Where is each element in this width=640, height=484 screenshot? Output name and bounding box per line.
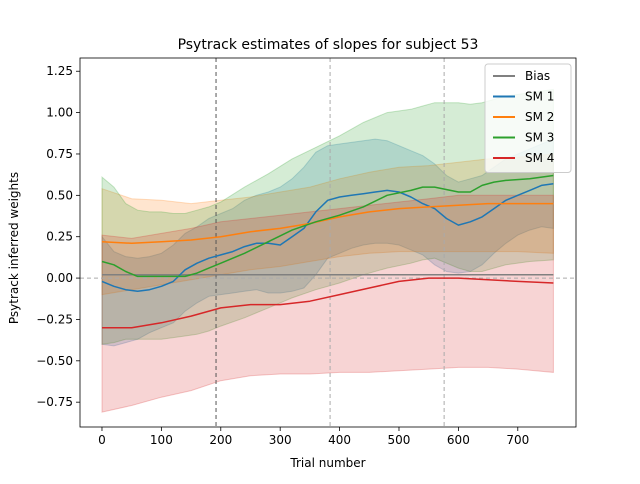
series-line-3 bbox=[101, 174, 554, 278]
legend-label-3: SM 3 bbox=[525, 131, 554, 145]
legend-box bbox=[484, 63, 572, 173]
legend-label-0: Bias bbox=[525, 69, 550, 83]
series-line-1 bbox=[101, 183, 554, 293]
x-axis-label: Trial number bbox=[289, 456, 365, 470]
legend: Bias SM 1 SM 2 SM 3 SM 4 bbox=[484, 63, 572, 173]
series-line-4 bbox=[102, 277, 554, 329]
legend-label-1: SM 1 bbox=[525, 90, 554, 104]
y-tick-label-4: 0.25 bbox=[46, 230, 73, 244]
y-tick-label-1: −0.50 bbox=[36, 354, 73, 368]
legend-label-2: SM 2 bbox=[525, 110, 554, 124]
x-tick-label-700: 700 bbox=[506, 433, 529, 447]
x-tick-label-100: 100 bbox=[150, 433, 173, 447]
series-lines bbox=[101, 174, 554, 329]
band-2 bbox=[101, 153, 554, 296]
reference-lines bbox=[80, 58, 576, 427]
y-tick-label-3: 0.00 bbox=[46, 271, 73, 285]
y-axis-label: Psytrack inferred weights bbox=[7, 172, 21, 324]
confidence-bands bbox=[101, 88, 554, 413]
y-tick-label-0: −0.75 bbox=[36, 395, 73, 409]
x-tick-label-400: 400 bbox=[328, 433, 351, 447]
y-tick-label-5: 0.50 bbox=[46, 188, 73, 202]
y-tick-label-2: −0.25 bbox=[36, 312, 73, 326]
series-line-2 bbox=[101, 202, 554, 245]
chart-title: Psytrack estimates of slopes for subject… bbox=[178, 37, 479, 53]
x-tick-label-0: 0 bbox=[98, 433, 106, 447]
x-tick-label-300: 300 bbox=[269, 433, 292, 447]
x-tick-label-200: 200 bbox=[209, 433, 232, 447]
band-4 bbox=[101, 194, 554, 413]
band-3 bbox=[101, 88, 554, 345]
y-tick-label-7: 1.00 bbox=[46, 106, 73, 120]
legend-label-4: SM 4 bbox=[525, 151, 554, 165]
x-tick-label-500: 500 bbox=[388, 433, 411, 447]
x-tick-label-600: 600 bbox=[447, 433, 470, 447]
y-tick-label-8: 1.25 bbox=[46, 64, 73, 78]
y-tick-label-6: 0.75 bbox=[46, 147, 73, 161]
axes: 0 100 200 300 400 500 600 700 −0.75 −0.50 −0.25 0.0… bbox=[36, 57, 577, 447]
plot-frame bbox=[79, 57, 577, 428]
band-1 bbox=[101, 138, 554, 347]
